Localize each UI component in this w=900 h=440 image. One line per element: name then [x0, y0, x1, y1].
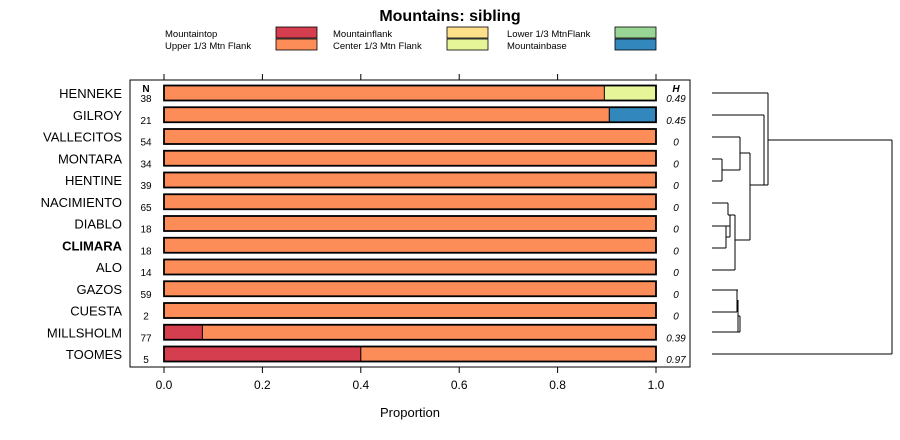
h-label: 0.97 — [666, 355, 686, 366]
bar-outline — [163, 84, 657, 102]
bars — [163, 84, 657, 363]
bar-outline — [163, 193, 657, 211]
row-label: GAZOS — [76, 282, 122, 297]
legend-swatch — [614, 38, 657, 51]
legend-swatch — [275, 38, 318, 51]
n-label: 21 — [140, 116, 152, 127]
n-label: 77 — [140, 333, 152, 344]
h-label: 0 — [673, 290, 679, 301]
bar-segment — [164, 107, 610, 123]
bar-segment — [609, 107, 656, 123]
n-label: 34 — [140, 159, 152, 170]
n-label: 5 — [143, 355, 149, 366]
n-label: 54 — [140, 138, 152, 149]
h-label: 0.49 — [666, 94, 686, 105]
legend-swatch — [446, 38, 489, 51]
bar-segment — [164, 303, 656, 318]
bar-outline — [163, 149, 657, 167]
h-label: 0.45 — [666, 116, 686, 127]
h-label: 0 — [673, 225, 679, 236]
h-header: H — [672, 84, 680, 95]
bar-outline — [163, 106, 657, 124]
bar-outline — [163, 302, 657, 319]
n-label: 39 — [140, 181, 152, 192]
bar-segment — [164, 259, 656, 275]
legend-swatch — [275, 26, 318, 39]
n-label: 38 — [140, 94, 152, 105]
row-label: ALO — [96, 260, 122, 275]
x-tick-label: 0.8 — [549, 378, 566, 392]
row-label: CLIMARA — [62, 238, 123, 253]
row-label: CUESTA — [70, 304, 122, 319]
bar-outline — [163, 171, 657, 189]
h-label: 0 — [673, 312, 679, 323]
row-label: GILROY — [73, 108, 122, 123]
h-label: 0 — [673, 203, 679, 214]
bar-outline — [163, 215, 657, 232]
h-label: 0.39 — [666, 333, 686, 344]
x-tick-label: 0.4 — [352, 378, 369, 392]
row-label: MILLSHOLM — [47, 325, 122, 340]
bar-segment — [164, 172, 656, 188]
bar-segment — [360, 346, 656, 362]
bar-segment — [164, 85, 605, 101]
plot-frame — [129, 79, 691, 368]
bar-segment — [164, 216, 656, 231]
legend-label: Upper 1/3 Mtn Flank — [165, 41, 251, 52]
bar-segment — [164, 194, 656, 210]
bar-segment — [164, 281, 656, 297]
bar-segment — [604, 85, 656, 101]
bar-outline — [163, 258, 657, 276]
dendrogram-branches — [712, 92, 893, 355]
legend-label: Mountainbase — [507, 41, 567, 52]
row-labels: HENNEKE 38 0.49 GILROY 21 0.45 VALLECITOS 54 0 MO… — [41, 86, 687, 366]
legend-label: Center 1/3 Mtn Flank — [333, 41, 422, 52]
h-label: 0 — [673, 138, 679, 149]
n-label: 2 — [143, 312, 149, 323]
row-label: VALLECITOS — [43, 130, 122, 145]
bar-segment — [202, 324, 656, 340]
h-label: 0 — [673, 181, 679, 192]
legend-label: Mountainflank — [333, 29, 392, 40]
x-tick-label: 0.0 — [156, 378, 173, 392]
h-label: 0 — [673, 159, 679, 170]
legend-label: Mountaintop — [165, 29, 217, 40]
bar-segment — [164, 129, 656, 144]
n-header: N — [142, 84, 149, 95]
n-label: 59 — [140, 290, 152, 301]
row-label: NACIMIENTO — [41, 195, 122, 210]
h-label: 0 — [673, 246, 679, 257]
x-tick-label: 1.0 — [648, 378, 665, 392]
n-label: 14 — [140, 268, 152, 279]
row-label: MONTARA — [58, 151, 122, 166]
x-axis: 0.0 0.2 0.4 0.6 0.8 1.0 — [156, 74, 665, 392]
bar-outline — [163, 236, 657, 254]
legend-swatch — [614, 26, 657, 39]
bar-outline — [163, 128, 657, 145]
chart-title: Mountains: sibling — [379, 8, 520, 25]
bar-outline — [163, 345, 657, 363]
h-label: 0 — [673, 268, 679, 279]
x-tick-label: 0.2 — [254, 378, 271, 392]
legend-swatch — [446, 26, 489, 39]
bar-segment — [164, 150, 656, 166]
x-axis-label: Proportion — [380, 405, 440, 420]
row-label: HENNEKE — [59, 86, 122, 101]
bar-outline — [163, 323, 657, 341]
n-label: 18 — [140, 225, 152, 236]
row-label: DIABLO — [74, 217, 122, 232]
x-tick-label: 0.6 — [451, 378, 468, 392]
n-label: 65 — [140, 203, 152, 214]
bar-segment — [164, 324, 203, 340]
bar-outline — [163, 280, 657, 298]
row-label: TOOMES — [66, 347, 122, 362]
row-label: HENTINE — [65, 173, 122, 188]
bar-segment — [164, 237, 656, 253]
dendrogram — [712, 92, 893, 355]
n-label: 18 — [140, 246, 152, 257]
bar-segment — [164, 346, 361, 362]
legend-label: Lower 1/3 MtnFlank — [507, 29, 591, 40]
